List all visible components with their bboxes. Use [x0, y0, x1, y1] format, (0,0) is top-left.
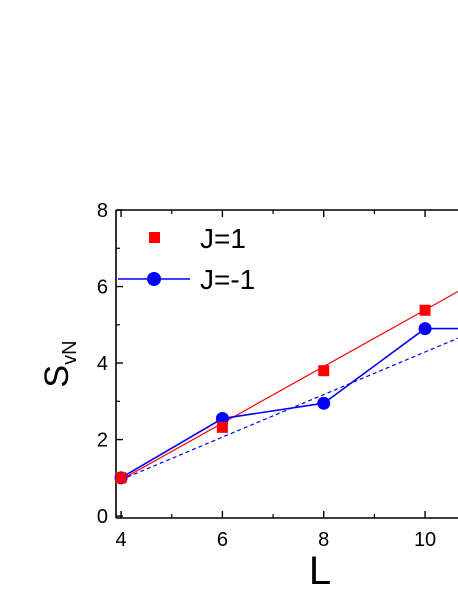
legend-marker-square: [149, 232, 160, 243]
legend-label-j-minus-1: J=-1: [200, 264, 255, 295]
series-line-1: [120, 327, 458, 479]
legend-label-j-plus-1: J=1: [200, 223, 246, 254]
x-tick-label-6: 6: [217, 529, 228, 551]
marker-series1-point-2: [317, 396, 331, 410]
axis-ticks: [116, 209, 426, 518]
plot-frame: [115, 209, 458, 519]
y-tick-label-8: 8: [97, 200, 108, 222]
y-tick-label-0: 0: [97, 506, 108, 528]
series-lines: [120, 327, 458, 479]
fit-line-jminus1: [120, 290, 458, 481]
x-tick-label-8: 8: [318, 529, 329, 551]
x-axis-title: L: [309, 549, 331, 592]
fit-lines: [120, 290, 458, 481]
legend: J=1 J=-1: [118, 223, 255, 295]
data-markers: [114, 304, 432, 485]
marker-series1-point-1: [215, 412, 229, 426]
y-tick-labels: 0 2 4 6 8: [97, 200, 108, 528]
marker-series0-point-0: [115, 472, 127, 484]
marker-series0-point-3: [419, 304, 431, 316]
y-axis-title-sub: vN: [59, 340, 81, 364]
marker-series0-point-1: [216, 421, 228, 433]
legend-marker-circle: [147, 272, 161, 286]
y-axis-title-main: S: [38, 365, 76, 388]
y-tick-label-4: 4: [97, 353, 108, 375]
x-tick-labels: 4 6 8 10: [116, 529, 437, 551]
y-axis-title: SvN: [38, 340, 81, 387]
x-tick-label-10: 10: [414, 529, 436, 551]
y-tick-label-2: 2: [97, 430, 108, 452]
marker-series1-point-3: [418, 322, 432, 336]
y-tick-label-6: 6: [97, 277, 108, 299]
marker-series0-point-2: [318, 365, 330, 377]
x-tick-label-4: 4: [116, 529, 127, 551]
